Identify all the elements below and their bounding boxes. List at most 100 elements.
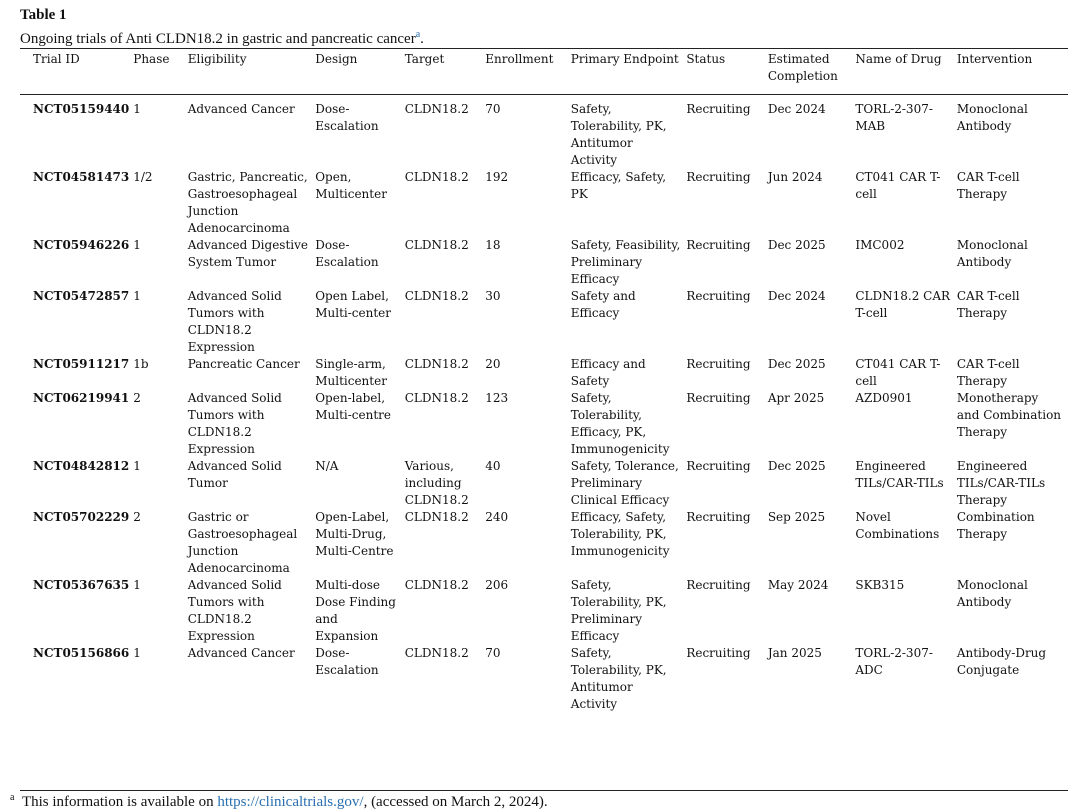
cell-status: Recruiting (686, 510, 751, 524)
cell-intervention: Monotherapy and Combination Therapy (956, 391, 1062, 439)
table-row: NCT04581473 1/2 Gastric, Pancreatic, Gastr… (20, 169, 1068, 237)
footnote-prefix: This information is available on (21, 794, 218, 810)
cell-estimated-completion: Jan 2025 (767, 646, 822, 660)
cell-name-of-drug: CLDN18.2 CAR T-cell (855, 289, 951, 320)
cell-primary-endpoint: Safety, Tolerance, Preliminary Clinical … (570, 459, 679, 507)
cell-intervention: CAR T-cell Therapy (956, 289, 1020, 320)
cell-enrollment: 40 (485, 459, 501, 473)
cell-primary-endpoint: Safety, Tolerability, Efficacy, PK, Immu… (570, 391, 670, 456)
cell-design: Open, Multicenter (315, 170, 387, 201)
cell-eligibility: Advanced Solid Tumor (187, 459, 282, 490)
cell-estimated-completion: Dec 2025 (767, 459, 826, 473)
cell-estimated-completion: May 2024 (767, 578, 829, 592)
cell-design: Open-Label, Multi-Drug, Multi-Centre (315, 510, 394, 558)
header-estimated-completion: Estimated Completion (767, 52, 838, 83)
cell-primary-endpoint: Safety and Efficacy (570, 289, 636, 320)
cell-estimated-completion: Dec 2024 (767, 102, 826, 116)
cell-target: CLDN18.2 (404, 102, 469, 116)
table-row: NCT05946226 1 Advanced Digestive System Tu… (20, 237, 1068, 288)
cell-phase: 1 (133, 289, 141, 303)
cell-target: CLDN18.2 (404, 289, 469, 303)
header-eligibility: Eligibility (187, 52, 247, 66)
table-row: NCT06219941 2 Advanced Solid Tumors with C… (20, 390, 1068, 458)
table-caption: Ongoing trials of Anti CLDN18.2 in gastr… (20, 25, 1068, 49)
cell-target: CLDN18.2 (404, 170, 469, 184)
cell-status: Recruiting (686, 170, 751, 184)
cell-name-of-drug: CT041 CAR T-cell (855, 357, 941, 388)
cell-eligibility: Advanced Solid Tumors with CLDN18.2 Expr… (187, 391, 282, 456)
cell-status: Recruiting (686, 646, 751, 660)
cell-primary-endpoint: Efficacy and Safety (570, 357, 646, 388)
cell-design: Single-arm, Multicenter (315, 357, 387, 388)
cell-eligibility: Gastric or Gastroesophageal Junction Ade… (187, 510, 298, 575)
cell-eligibility: Advanced Cancer (187, 102, 295, 116)
cell-primary-endpoint: Safety, Tolerability, PK, Preliminary Ef… (570, 578, 667, 643)
cell-name-of-drug: TORL-2-307-MAB (855, 102, 933, 133)
cell-trial-id: NCT04581473 (33, 170, 130, 184)
cell-phase: 1/2 (133, 170, 153, 184)
caption-footnote-mark[interactable]: a (415, 29, 421, 40)
table-row: NCT05472857 1 Advanced Solid Tumors with C… (20, 288, 1068, 356)
cell-name-of-drug: TORL-2-307-ADC (855, 646, 933, 677)
header-phase: Phase (133, 52, 170, 66)
cell-name-of-drug: IMC002 (855, 238, 905, 252)
table-row: NCT05367635 1 Advanced Solid Tumors with C… (20, 577, 1068, 645)
cell-enrollment: 192 (485, 170, 509, 184)
cell-intervention: Monoclonal Antibody (956, 238, 1028, 269)
cell-design: N/A (315, 459, 339, 473)
cell-trial-id: NCT05159440 (33, 102, 130, 116)
cell-phase: 2 (133, 391, 141, 405)
cell-eligibility: Advanced Solid Tumors with CLDN18.2 Expr… (187, 578, 282, 643)
cell-primary-endpoint: Safety, Feasibility, Preliminary Efficac… (570, 238, 681, 286)
cell-eligibility: Gastric, Pancreatic, Gastroesophageal Ju… (187, 170, 308, 235)
cell-status: Recruiting (686, 391, 751, 405)
cell-enrollment: 30 (485, 289, 501, 303)
cell-trial-id: NCT05367635 (33, 578, 130, 592)
cell-estimated-completion: Dec 2024 (767, 289, 826, 303)
cell-target: CLDN18.2 (404, 510, 469, 524)
table-label: Table 1 (20, 7, 67, 23)
header-target: Target (404, 52, 445, 66)
table-row: NCT05911217 1b Pancreatic Cancer Single-arm… (20, 356, 1068, 390)
cell-name-of-drug: AZD0901 (855, 391, 913, 405)
table-row: NCT05156866 1 Advanced Cancer Dose-Escalati… (20, 645, 1068, 713)
cell-enrollment: 240 (485, 510, 509, 524)
cell-trial-id: NCT06219941 (33, 391, 130, 405)
table-page: Table 1 Ongoing trials of Anti CLDN18.2 … (20, 6, 1068, 791)
cell-intervention: Monoclonal Antibody (956, 102, 1028, 133)
header-enrollment: Enrollment (485, 52, 554, 66)
cell-intervention: Engineered TILs/CAR-TILs Therapy (956, 459, 1046, 507)
cell-phase: 1 (133, 578, 141, 592)
cell-target: CLDN18.2 (404, 578, 469, 592)
cell-phase: 1 (133, 646, 141, 660)
cell-estimated-completion: Apr 2025 (767, 391, 825, 405)
cell-design: Dose-Escalation (315, 238, 379, 269)
cell-primary-endpoint: Safety, Tolerability, PK, Antitumor Acti… (570, 102, 667, 167)
header-intervention: Intervention (956, 52, 1033, 66)
cell-status: Recruiting (686, 357, 751, 371)
cell-primary-endpoint: Safety, Tolerability, PK, Antitumor Acti… (570, 646, 667, 711)
cell-status: Recruiting (686, 578, 751, 592)
cell-design: Dose-Escalation (315, 646, 379, 677)
cell-target: CLDN18.2 (404, 646, 469, 660)
cell-eligibility: Advanced Digestive System Tumor (187, 238, 309, 269)
cell-status: Recruiting (686, 459, 751, 473)
header-design: Design (315, 52, 358, 66)
cell-phase: 1 (133, 102, 141, 116)
cell-trial-id: NCT05472857 (33, 289, 130, 303)
cell-phase: 1 (133, 459, 141, 473)
cell-name-of-drug: CT041 CAR T-cell (855, 170, 941, 201)
cell-intervention: Monoclonal Antibody (956, 578, 1028, 609)
clinicaltrials-link[interactable]: https://clinicaltrials.gov/ (217, 794, 364, 810)
table-top-rule (20, 48, 1068, 49)
caption-text: Ongoing trials of Anti CLDN18.2 in gastr… (20, 31, 416, 47)
header-primary-endpoint: Primary Endpoint (570, 52, 679, 66)
trials-table: Trial ID Phase Eligibility Design Target… (20, 51, 1068, 713)
cell-enrollment: 18 (485, 238, 501, 252)
cell-estimated-completion: Sep 2025 (767, 510, 826, 524)
cell-name-of-drug: Novel Combinations (855, 510, 940, 541)
cell-primary-endpoint: Efficacy, Safety, PK (570, 170, 667, 201)
header-row: Trial ID Phase Eligibility Design Target… (20, 51, 1068, 94)
cell-estimated-completion: Dec 2025 (767, 357, 826, 371)
cell-estimated-completion: Dec 2025 (767, 238, 826, 252)
